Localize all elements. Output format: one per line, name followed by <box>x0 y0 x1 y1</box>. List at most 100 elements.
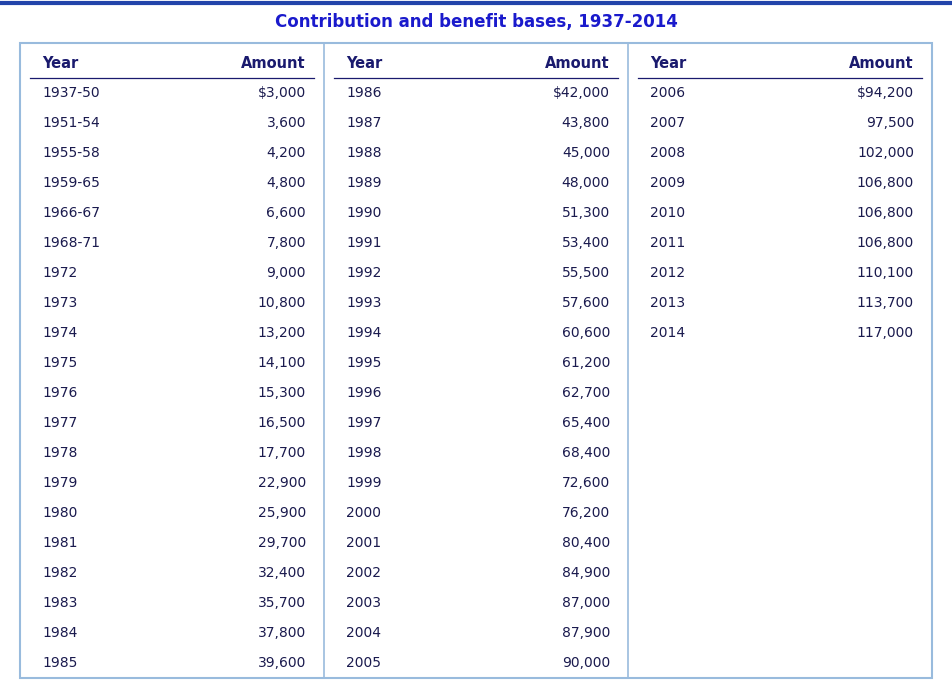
Text: 43,800: 43,800 <box>562 116 610 130</box>
Text: 55,500: 55,500 <box>562 266 610 280</box>
Text: 2014: 2014 <box>650 326 685 340</box>
Text: 57,600: 57,600 <box>562 296 610 310</box>
Text: 1989: 1989 <box>346 176 382 190</box>
Text: 1972: 1972 <box>42 266 77 280</box>
Text: 6,600: 6,600 <box>267 206 306 220</box>
Text: 1993: 1993 <box>346 296 382 310</box>
Text: 1980: 1980 <box>42 506 77 520</box>
Text: 87,900: 87,900 <box>562 626 610 640</box>
Text: 2012: 2012 <box>650 266 685 280</box>
Text: 1977: 1977 <box>42 416 77 430</box>
Text: 1974: 1974 <box>42 326 77 340</box>
Text: 13,200: 13,200 <box>258 326 306 340</box>
Text: 2000: 2000 <box>346 506 381 520</box>
Text: 29,700: 29,700 <box>258 536 306 550</box>
Text: 2004: 2004 <box>346 626 381 640</box>
Text: 35,700: 35,700 <box>258 596 306 610</box>
Text: 2011: 2011 <box>650 236 685 250</box>
Text: 1975: 1975 <box>42 356 77 370</box>
Text: $94,200: $94,200 <box>857 86 914 100</box>
Text: 1966-67: 1966-67 <box>42 206 100 220</box>
Text: 4,200: 4,200 <box>267 146 306 160</box>
Text: 3,600: 3,600 <box>267 116 306 130</box>
Text: 61,200: 61,200 <box>562 356 610 370</box>
Text: 1982: 1982 <box>42 566 77 580</box>
Text: 106,800: 106,800 <box>857 206 914 220</box>
Text: 113,700: 113,700 <box>857 296 914 310</box>
Text: $3,000: $3,000 <box>258 86 306 100</box>
Text: 102,000: 102,000 <box>857 146 914 160</box>
Text: 65,400: 65,400 <box>562 416 610 430</box>
Text: 2008: 2008 <box>650 146 685 160</box>
Text: 87,000: 87,000 <box>562 596 610 610</box>
Text: 106,800: 106,800 <box>857 236 914 250</box>
Text: Year: Year <box>346 57 383 72</box>
Text: 22,900: 22,900 <box>258 476 306 490</box>
Text: Amount: Amount <box>849 57 914 72</box>
Text: 1976: 1976 <box>42 386 77 400</box>
Text: 2001: 2001 <box>346 536 381 550</box>
Text: 2002: 2002 <box>346 566 381 580</box>
Text: 106,800: 106,800 <box>857 176 914 190</box>
Text: 2006: 2006 <box>650 86 685 100</box>
Text: 2005: 2005 <box>346 656 381 670</box>
Text: 32,400: 32,400 <box>258 566 306 580</box>
Text: 117,000: 117,000 <box>857 326 914 340</box>
Text: 1951-54: 1951-54 <box>42 116 100 130</box>
Text: 15,300: 15,300 <box>258 386 306 400</box>
Text: 60,600: 60,600 <box>562 326 610 340</box>
Text: 1955-58: 1955-58 <box>42 146 100 160</box>
Text: 1994: 1994 <box>346 326 382 340</box>
Text: 1985: 1985 <box>42 656 77 670</box>
Text: 90,000: 90,000 <box>562 656 610 670</box>
Text: Year: Year <box>650 57 686 72</box>
Text: 110,100: 110,100 <box>857 266 914 280</box>
Text: 1959-65: 1959-65 <box>42 176 100 190</box>
Text: 68,400: 68,400 <box>562 446 610 460</box>
FancyBboxPatch shape <box>20 43 932 678</box>
Text: 97,500: 97,500 <box>865 116 914 130</box>
Text: 45,000: 45,000 <box>562 146 610 160</box>
Text: 62,700: 62,700 <box>562 386 610 400</box>
Text: 84,900: 84,900 <box>562 566 610 580</box>
Text: 1968-71: 1968-71 <box>42 236 100 250</box>
Text: Year: Year <box>42 57 78 72</box>
Text: 2003: 2003 <box>346 596 381 610</box>
Text: 1983: 1983 <box>42 596 77 610</box>
Text: 1990: 1990 <box>346 206 382 220</box>
Text: 1937-50: 1937-50 <box>42 86 100 100</box>
Text: 2010: 2010 <box>650 206 685 220</box>
Text: 80,400: 80,400 <box>562 536 610 550</box>
Text: 37,800: 37,800 <box>258 626 306 640</box>
Text: 1991: 1991 <box>346 236 382 250</box>
Text: 1986: 1986 <box>346 86 382 100</box>
Text: 1981: 1981 <box>42 536 77 550</box>
Text: 1996: 1996 <box>346 386 382 400</box>
Text: 1997: 1997 <box>346 416 382 430</box>
Text: 1988: 1988 <box>346 146 382 160</box>
Text: 14,100: 14,100 <box>258 356 306 370</box>
Text: 17,700: 17,700 <box>258 446 306 460</box>
Text: 76,200: 76,200 <box>562 506 610 520</box>
Text: 1995: 1995 <box>346 356 382 370</box>
Text: 39,600: 39,600 <box>258 656 306 670</box>
Text: 25,900: 25,900 <box>258 506 306 520</box>
Text: 1998: 1998 <box>346 446 382 460</box>
Text: 9,000: 9,000 <box>267 266 306 280</box>
Text: 53,400: 53,400 <box>562 236 610 250</box>
Text: 1979: 1979 <box>42 476 77 490</box>
Text: Amount: Amount <box>242 57 306 72</box>
Text: 16,500: 16,500 <box>258 416 306 430</box>
Text: 2009: 2009 <box>650 176 685 190</box>
Text: 4,800: 4,800 <box>267 176 306 190</box>
Text: 1973: 1973 <box>42 296 77 310</box>
Text: 1984: 1984 <box>42 626 77 640</box>
Text: 51,300: 51,300 <box>562 206 610 220</box>
Text: 2007: 2007 <box>650 116 685 130</box>
Text: 1999: 1999 <box>346 476 382 490</box>
Text: 1987: 1987 <box>346 116 382 130</box>
Text: 2013: 2013 <box>650 296 685 310</box>
Text: $42,000: $42,000 <box>553 86 610 100</box>
Text: 48,000: 48,000 <box>562 176 610 190</box>
Text: 7,800: 7,800 <box>267 236 306 250</box>
